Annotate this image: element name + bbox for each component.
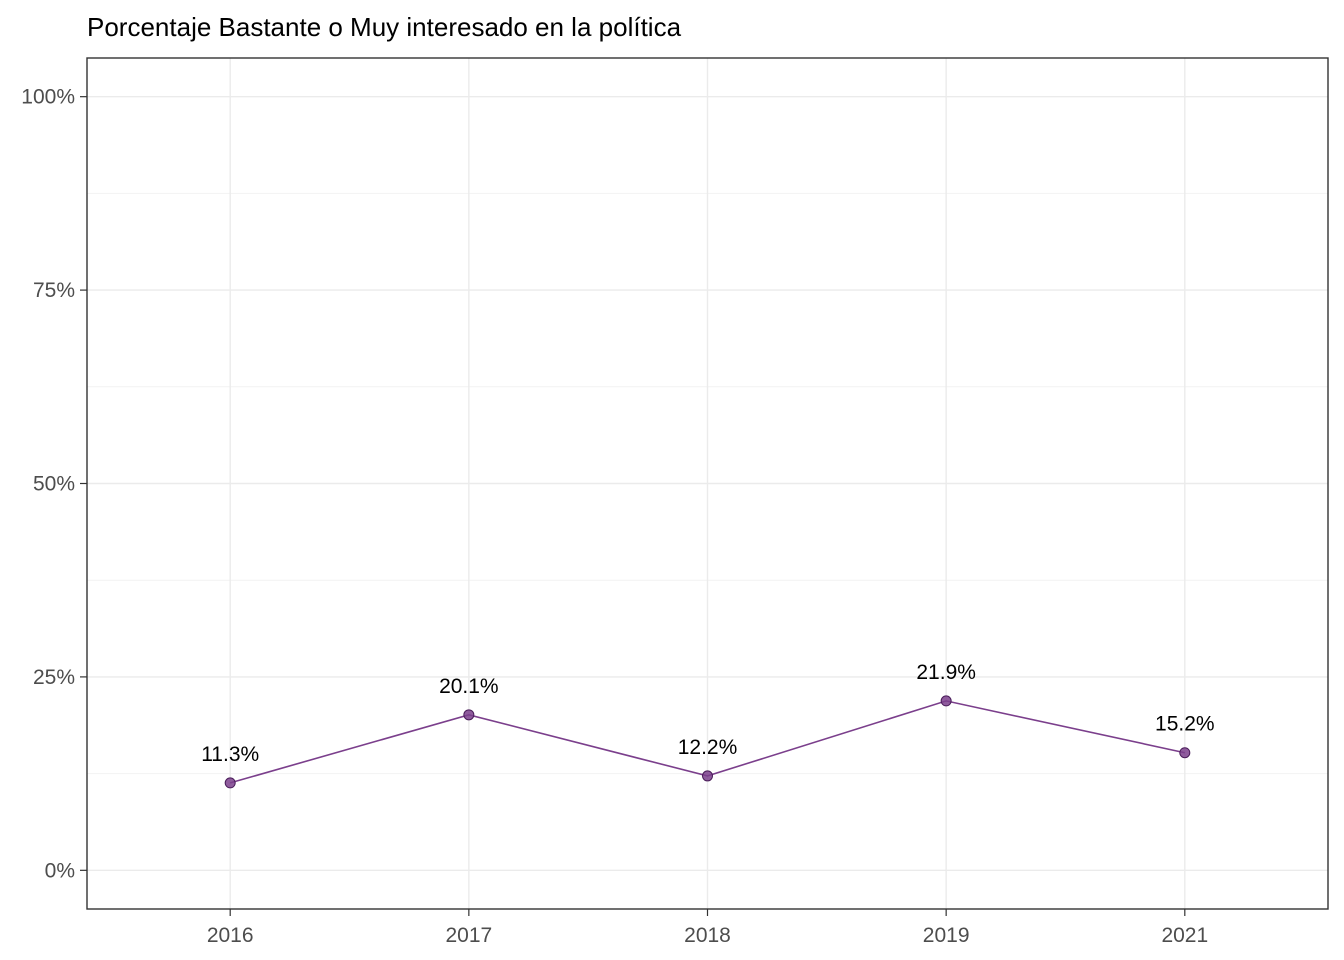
y-tick-label: 100% [21, 86, 75, 109]
x-tick-label: 2017 [445, 924, 492, 947]
data-label: 20.1% [439, 675, 499, 698]
data-point [224, 777, 236, 789]
data-point [463, 709, 475, 721]
data-label: 11.3% [201, 743, 259, 766]
data-point [702, 770, 713, 782]
chart-title: Porcentaje Bastante o Muy interesado en … [87, 12, 682, 42]
series-layer [224, 695, 1191, 789]
y-tick-label: 50% [33, 473, 75, 496]
data-label: 21.9% [916, 661, 976, 684]
x-tick-label: 2019 [923, 924, 970, 947]
data-labels: 11.3% 20.1% 12.2% 21.9% 15.2% [201, 661, 1214, 766]
gridlines [87, 58, 1328, 909]
data-point [1179, 747, 1191, 759]
x-tick-label: 2021 [1161, 924, 1208, 947]
x-tick-label: 2018 [684, 924, 731, 947]
data-label: 12.2% [678, 736, 738, 759]
data-label: 15.2% [1155, 713, 1215, 736]
y-tick-label: 75% [33, 279, 75, 302]
axes: 0% 25% 50% 75% 100% 2016 2017 2018 2019 2021 [21, 86, 1208, 947]
data-point [940, 695, 952, 707]
y-tick-label: 0% [45, 859, 75, 882]
y-tick-label: 25% [33, 666, 75, 689]
x-tick-label: 2016 [207, 924, 254, 947]
